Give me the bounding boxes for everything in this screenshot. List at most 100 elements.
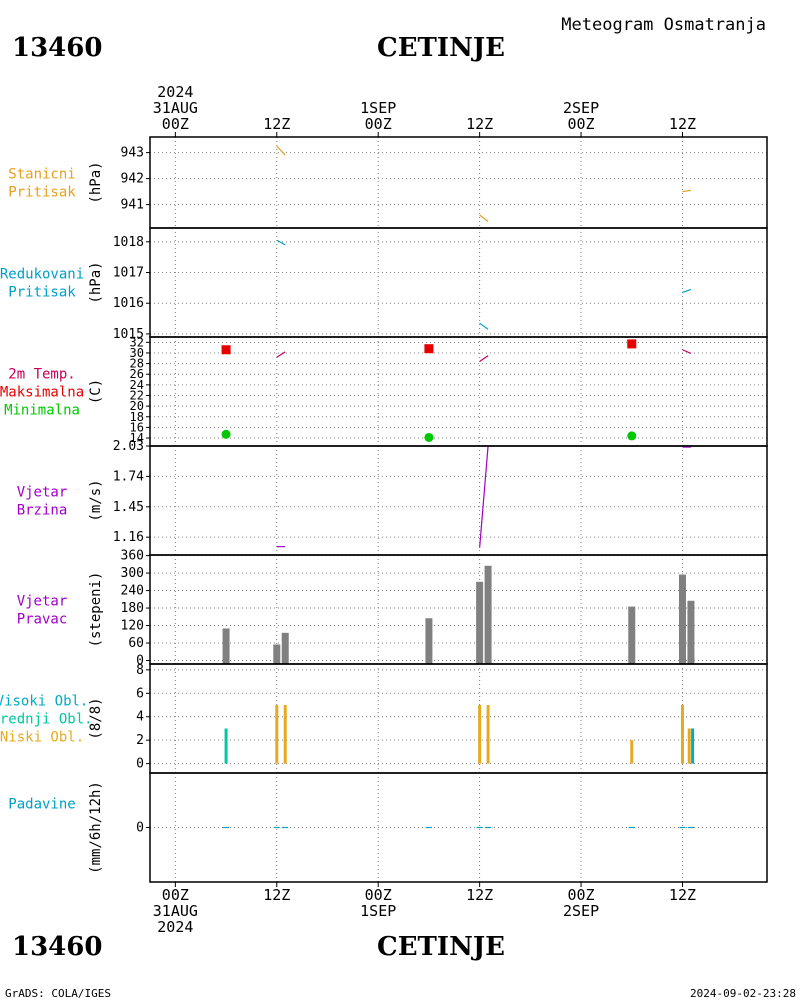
panel-label: Brzina (17, 503, 68, 519)
min-temp-marker (221, 429, 231, 439)
panel-label: Maksimalna (0, 385, 84, 401)
top-time-label: 12Z (669, 115, 696, 133)
min-temp-marker (627, 431, 637, 441)
panel-label: Stanicni (8, 167, 75, 183)
bottom-time-label: 2SEP (563, 902, 599, 920)
y-tick-label: 8 (136, 663, 144, 678)
panel-frame (149, 554, 768, 665)
y-tick-label: 16 (130, 420, 144, 434)
bottom-time-label: 00Z (162, 886, 189, 904)
y-unit-label: (m/s) (88, 479, 104, 521)
max-temp-marker (627, 339, 637, 349)
y-tick-label: 0 (136, 654, 144, 669)
y-tick-label: 943 (121, 146, 144, 161)
y-tick-label: 1018 (113, 235, 144, 250)
panel-label: Pritisak (8, 285, 76, 301)
y-tick-label: 32 (130, 335, 144, 349)
panel-label: Minimalna (4, 403, 80, 419)
y-unit-label: (hPa) (88, 261, 104, 303)
y-tick-label: 1.16 (113, 530, 144, 545)
top-time-label: 00Z (365, 115, 392, 133)
footer-station-name: CETINJE (377, 932, 505, 962)
direction-bar (281, 632, 289, 665)
top-time-label: 12Z (466, 115, 493, 133)
station-id: 13460 (12, 33, 102, 63)
cloud-bar (680, 705, 684, 764)
max-temp-marker (221, 345, 231, 355)
y-tick-label: 28 (130, 357, 144, 371)
direction-bar (222, 628, 230, 665)
max-temp-marker (424, 344, 434, 354)
series-segment (276, 239, 286, 246)
top-time-label: 12Z (263, 115, 290, 133)
bottom-time-label: 00Z (568, 886, 595, 904)
chart-subtitle: Meteogram Osmatranja (561, 15, 766, 35)
y-tick-label: 26 (130, 367, 144, 381)
y-tick-label: 24 (130, 378, 144, 392)
direction-bar (628, 606, 636, 665)
y-tick-label: 941 (121, 198, 144, 213)
panel-label: Visoki Obl. (0, 694, 88, 710)
bottom-time-label: 12Z (263, 886, 290, 904)
footer-station-id: 13460 (12, 932, 102, 962)
bottom-time-label: 1SEP (360, 902, 396, 920)
series-segment (682, 189, 692, 193)
y-tick-label: 942 (121, 172, 144, 187)
cloud-bar (687, 728, 691, 764)
y-tick-label: 6 (136, 686, 144, 701)
footer-timestamp: 2024-09-02-23:28 (690, 987, 796, 1000)
direction-bar (678, 574, 686, 665)
cloud-bar (275, 705, 279, 764)
station-name: CETINJE (377, 33, 505, 63)
y-tick-label: 1016 (113, 296, 144, 311)
bottom-time-label: 12Z (669, 886, 696, 904)
y-tick-label: 60 (128, 636, 144, 651)
y-tick-label: 120 (121, 619, 144, 634)
bottom-time-label: 12Z (466, 886, 493, 904)
panel-frame (149, 663, 768, 774)
series-segment (479, 214, 489, 222)
y-tick-label: 1015 (113, 327, 144, 342)
y-tick-label: 0 (136, 757, 144, 772)
series-segment (276, 351, 286, 358)
panel-frame (149, 772, 768, 883)
series-segment (682, 349, 692, 355)
top-time-label: 2024 (157, 83, 193, 101)
y-unit-label: (stepeni) (88, 572, 104, 648)
cloud-bar (691, 728, 695, 764)
cloud-bar (486, 705, 490, 764)
y-unit-label: (mm/6h/12h) (88, 781, 104, 874)
panel-label: Vjetar (17, 594, 68, 610)
series-segment (276, 145, 286, 156)
bottom-time-label: 00Z (365, 886, 392, 904)
panel-label: Redukovani (0, 267, 84, 283)
y-tick-label: 20 (130, 399, 144, 413)
top-time-label: 00Z (162, 115, 189, 133)
bottom-time-label: 2024 (157, 918, 193, 936)
y-tick-label: 1.74 (113, 469, 144, 484)
direction-bar (484, 565, 492, 665)
series-segment (682, 288, 692, 294)
y-tick-label: 1.45 (113, 500, 144, 515)
panel-label: 2m Temp. (8, 367, 75, 383)
y-tick-label: 240 (121, 584, 144, 599)
panel-frame (149, 136, 768, 229)
panel-label: Pravac (17, 612, 68, 628)
panel-label: Srednji Obl. (0, 712, 93, 728)
panel-label: Vjetar (17, 485, 68, 501)
top-time-label: 00Z (568, 115, 595, 133)
y-unit-label: (hPa) (88, 161, 104, 203)
top-time-label: 2SEP (563, 99, 599, 117)
bottom-time-label: 31AUG (153, 902, 198, 920)
panel-frame (149, 445, 768, 556)
series-segment (479, 322, 489, 330)
y-tick-label: 1017 (113, 266, 144, 281)
cloud-bar (478, 705, 482, 764)
y-tick-label: 360 (121, 549, 144, 564)
y-tick-label: 180 (121, 601, 144, 616)
y-tick-label: 14 (130, 431, 144, 445)
cloud-bar (630, 740, 634, 764)
top-time-label: 1SEP (360, 99, 396, 117)
y-tick-label: 22 (130, 388, 144, 402)
